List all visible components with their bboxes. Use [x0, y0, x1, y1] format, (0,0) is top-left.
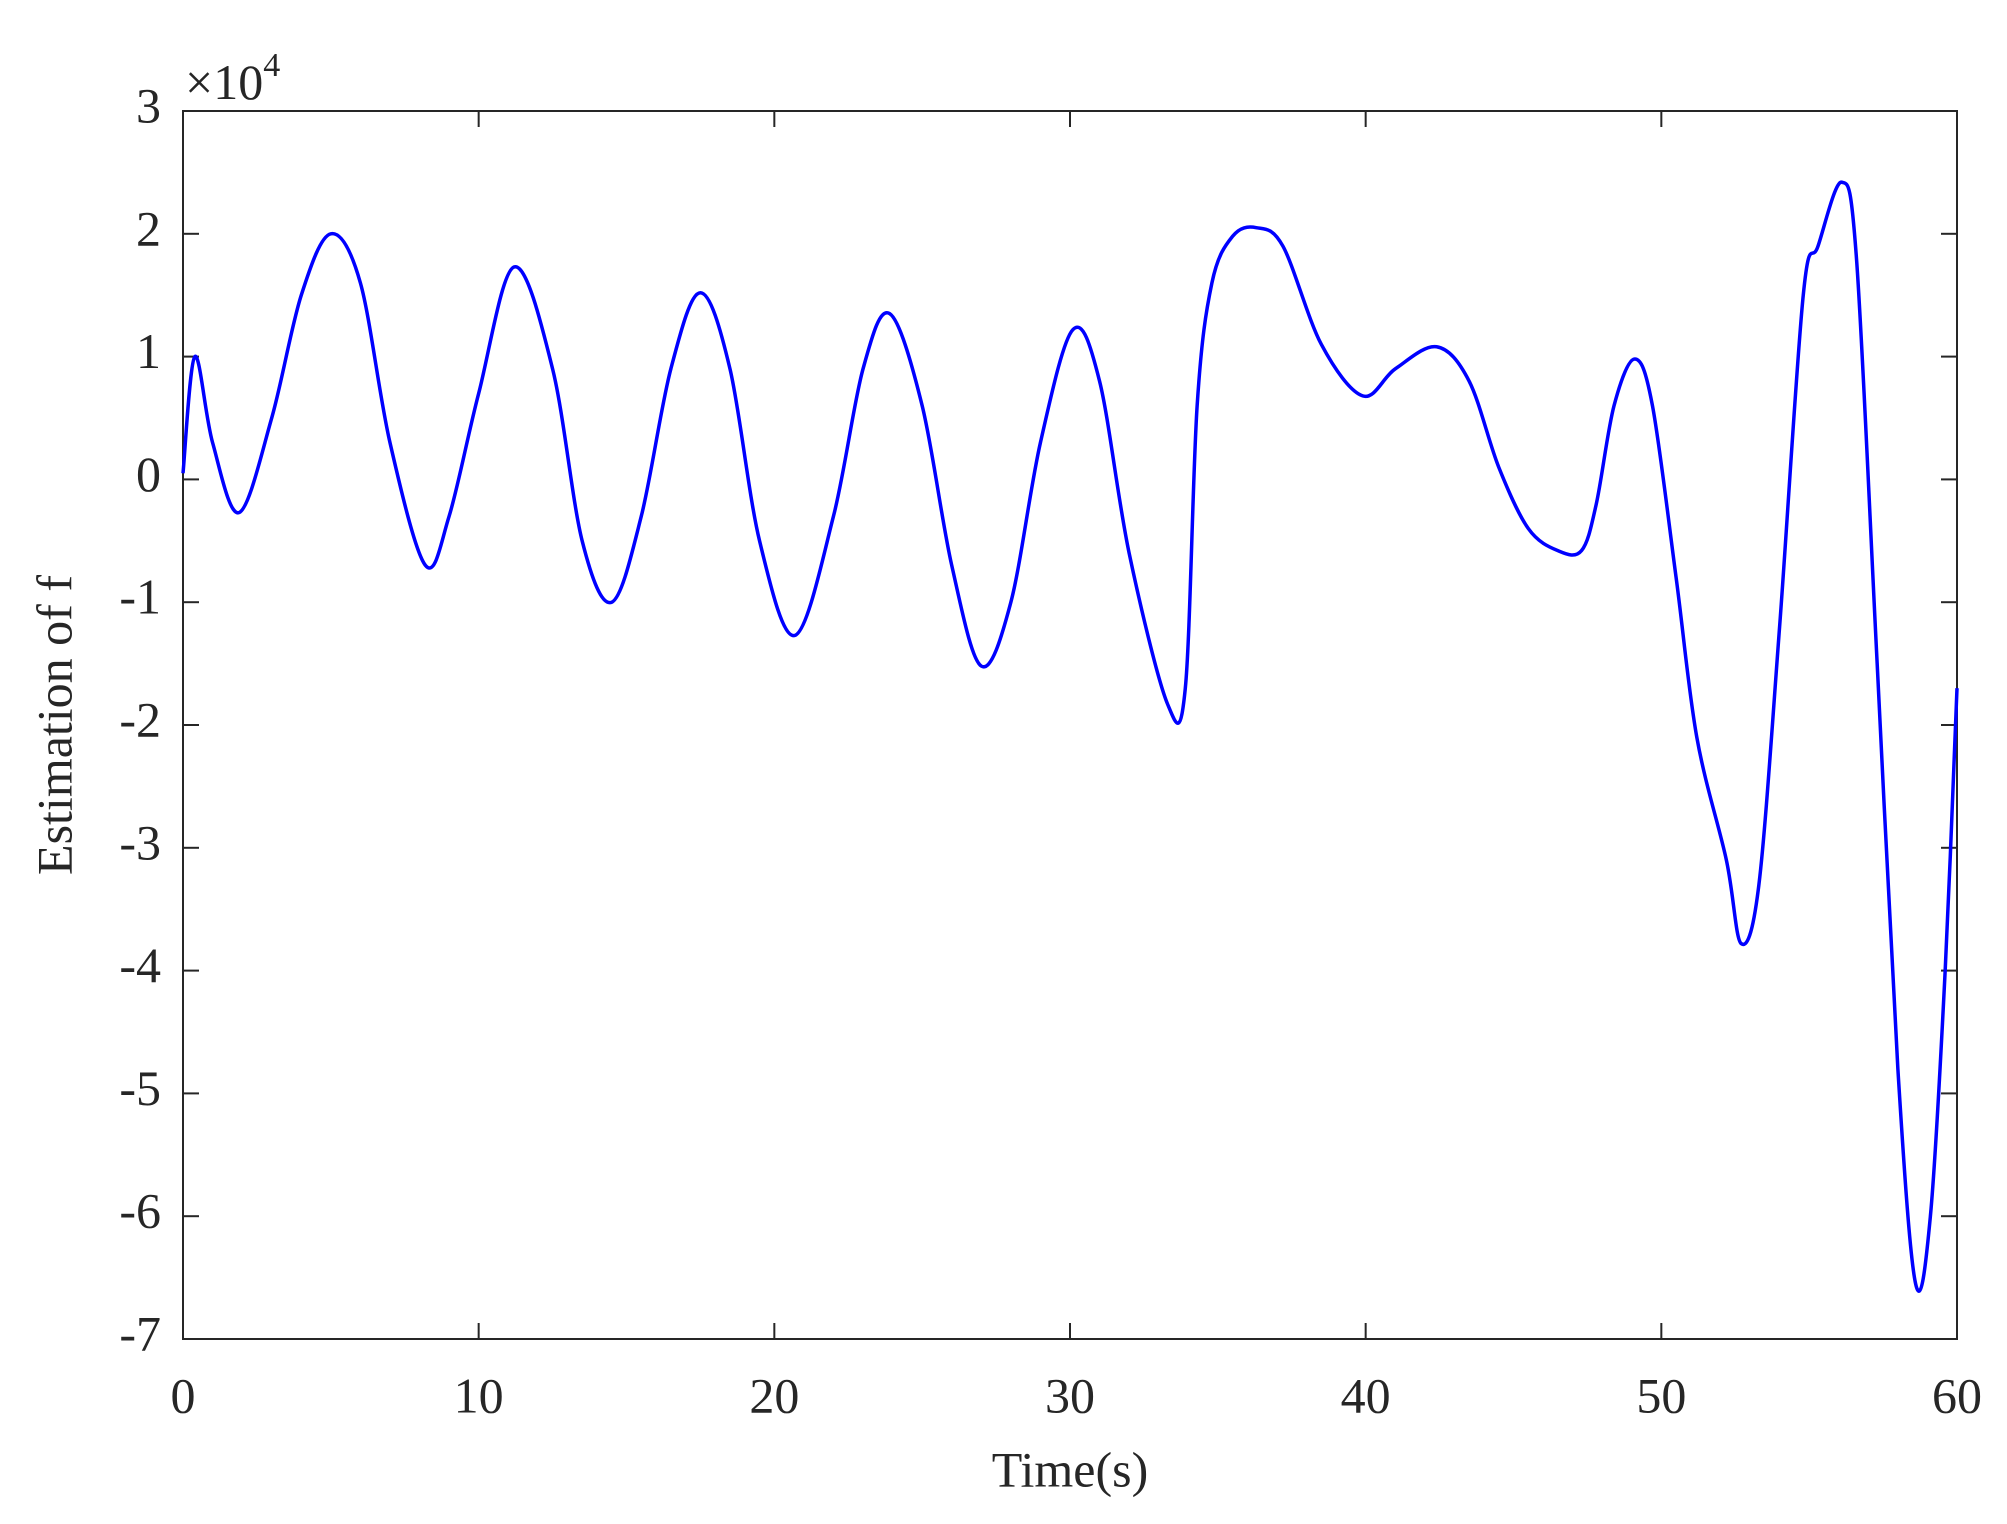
y-tick-label: -4	[119, 937, 161, 993]
x-axis-label: Time(s)	[992, 1441, 1149, 1497]
y-tick-label: -1	[119, 569, 161, 625]
x-tick-label: 10	[454, 1367, 504, 1423]
y-tick-label: 0	[136, 446, 161, 502]
y-axis-label: Estimation of f	[26, 575, 82, 875]
y-multiplier-exponent: 4	[263, 47, 280, 84]
plot-frame	[182, 110, 1958, 1340]
x-tick-label: 40	[1341, 1367, 1391, 1423]
y-multiplier-base: ×10	[185, 54, 263, 110]
y-tick-label: -2	[119, 691, 161, 747]
y-tick-label: 3	[136, 77, 161, 133]
y-tick-label: 1	[136, 323, 161, 379]
x-tick-label: 20	[749, 1367, 799, 1423]
y-tick-label: -6	[119, 1183, 161, 1239]
x-tick-label: 50	[1636, 1367, 1686, 1423]
y-tick-label: -7	[119, 1305, 161, 1361]
x-tick-label: 0	[171, 1367, 196, 1423]
x-tick-label: 60	[1932, 1367, 1982, 1423]
x-tick-label: 30	[1045, 1367, 1095, 1423]
y-multiplier: ×104	[185, 47, 280, 111]
y-tick-label: -3	[119, 814, 161, 870]
data-line	[181, 180, 1959, 1293]
y-tick-label: -5	[119, 1060, 161, 1116]
y-tick-label: 2	[136, 200, 161, 256]
